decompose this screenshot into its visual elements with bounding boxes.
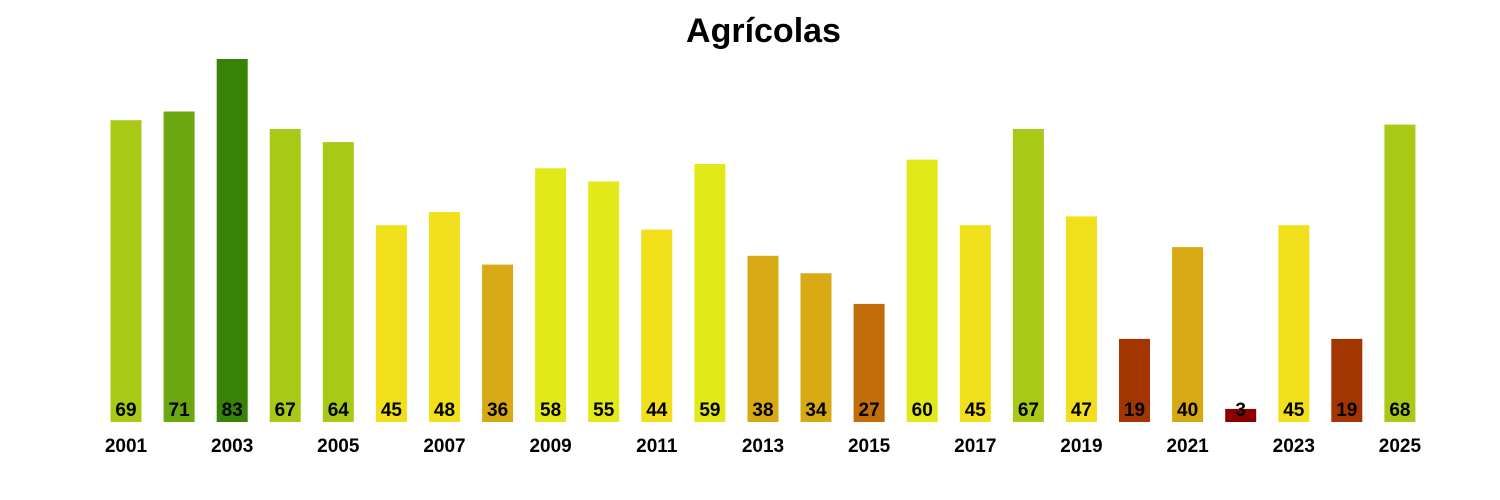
x-tick-labels-group: 2001 2003 2005 2007 2009 2011 2013 2015 2017 2019… bbox=[105, 436, 1422, 457]
x-tick-label-2007: 2007 bbox=[423, 436, 465, 457]
bar-2019 bbox=[1065, 216, 1097, 422]
bar-2025 bbox=[1384, 124, 1416, 422]
value-label-2007: 48 bbox=[434, 400, 455, 421]
x-tick-label-2013: 2013 bbox=[742, 436, 784, 457]
chart-title: Agrícolas bbox=[686, 12, 841, 50]
bar-2004 bbox=[269, 129, 301, 422]
x-tick-label-2017: 2017 bbox=[954, 436, 996, 457]
value-label-2025: 68 bbox=[1389, 400, 1410, 421]
bar-2001 bbox=[110, 120, 142, 422]
bar-2011 bbox=[641, 229, 673, 422]
bar-2014 bbox=[800, 273, 832, 422]
bar-2022 bbox=[1225, 408, 1257, 422]
bar-2020 bbox=[1119, 338, 1150, 422]
value-label-2019: 47 bbox=[1071, 400, 1092, 421]
bar-2017 bbox=[959, 225, 991, 422]
value-label-2022: 3 bbox=[1235, 400, 1246, 421]
bar-2012 bbox=[694, 164, 726, 422]
value-label-2016: 60 bbox=[912, 400, 933, 421]
value-label-2010: 55 bbox=[593, 400, 615, 421]
value-label-2006: 45 bbox=[381, 400, 403, 421]
value-label-2014: 34 bbox=[805, 400, 827, 421]
bar-2023 bbox=[1278, 225, 1310, 422]
value-label-2024: 19 bbox=[1336, 400, 1357, 421]
x-tick-label-2025: 2025 bbox=[1379, 436, 1422, 457]
value-label-2015: 27 bbox=[859, 400, 880, 421]
bar-2003 bbox=[216, 59, 248, 422]
bar-2018 bbox=[1012, 129, 1044, 422]
bar-2016 bbox=[906, 159, 938, 422]
value-label-2009: 58 bbox=[540, 400, 561, 421]
value-label-2023: 45 bbox=[1283, 400, 1305, 421]
bar-2015 bbox=[853, 303, 885, 422]
value-label-2017: 45 bbox=[965, 400, 987, 421]
value-label-2003: 83 bbox=[222, 400, 243, 421]
bar-2013 bbox=[747, 255, 779, 422]
x-tick-label-2015: 2015 bbox=[848, 436, 891, 457]
x-tick-label-2011: 2011 bbox=[636, 436, 678, 457]
bar-2021 bbox=[1172, 247, 1204, 422]
value-label-2013: 38 bbox=[752, 400, 773, 421]
bars-group bbox=[110, 59, 1416, 422]
value-label-2020: 19 bbox=[1124, 400, 1145, 421]
x-tick-label-2003: 2003 bbox=[211, 436, 253, 457]
value-label-2018: 67 bbox=[1018, 400, 1039, 421]
x-tick-label-2009: 2009 bbox=[529, 436, 571, 457]
value-label-2021: 40 bbox=[1177, 400, 1198, 421]
value-label-2002: 71 bbox=[169, 400, 191, 421]
x-tick-label-2001: 2001 bbox=[105, 436, 148, 457]
bar-2005 bbox=[322, 142, 354, 422]
x-tick-label-2023: 2023 bbox=[1273, 436, 1315, 457]
bar-2009 bbox=[535, 168, 567, 422]
value-label-2004: 67 bbox=[275, 400, 296, 421]
bar-2007 bbox=[429, 212, 460, 422]
value-label-2005: 64 bbox=[328, 400, 350, 421]
bar-2008 bbox=[482, 264, 514, 422]
value-label-2001: 69 bbox=[115, 400, 136, 421]
x-tick-label-2005: 2005 bbox=[317, 436, 360, 457]
bar-2002 bbox=[163, 111, 195, 422]
value-label-2011: 44 bbox=[646, 400, 668, 421]
bar-2010 bbox=[588, 181, 620, 422]
value-label-2012: 59 bbox=[699, 400, 720, 421]
bar-2006 bbox=[375, 225, 407, 422]
x-tick-label-2021: 2021 bbox=[1166, 436, 1209, 457]
value-labels-group: 69 71 83 67 64 45 48 36 58 55 44 59 38 34 27 60 45 67 47 19… bbox=[115, 400, 1410, 421]
value-label-2008: 36 bbox=[487, 400, 508, 421]
bar-2024 bbox=[1331, 338, 1363, 422]
x-tick-label-2019: 2019 bbox=[1060, 436, 1102, 457]
